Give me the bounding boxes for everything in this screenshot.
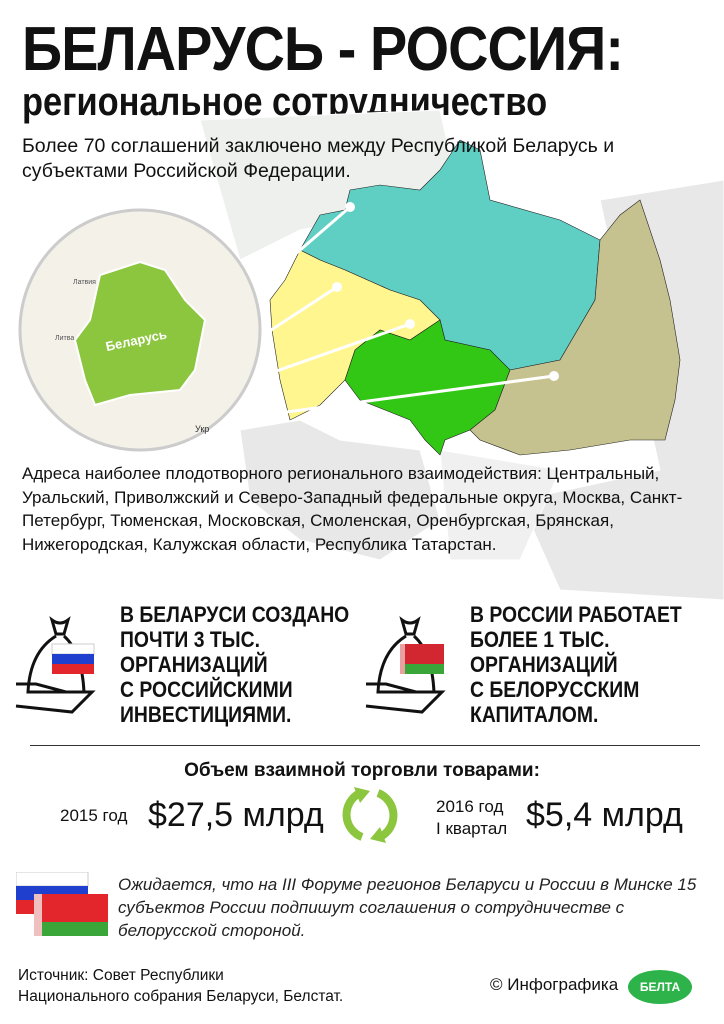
intro-text: Более 70 соглашений заключено между Респ…	[22, 135, 615, 182]
trade-2016-year: 2016 год	[436, 797, 504, 816]
forum-note: Ожидается, что на III Форуме регионов Бе…	[118, 875, 697, 940]
stat-russia-organizations: В РОССИИ РАБОТАЕТ БОЛЕЕ 1 ТЫС. ОРГАНИЗАЦИЙ…	[470, 602, 682, 727]
page-title: БЕЛАРУСЬ - РОССИЯ:	[22, 15, 624, 84]
trade-2016-value: $5,4 млрд	[526, 796, 683, 834]
source: Источник: Совет Республики Национального…	[18, 965, 343, 1007]
source-line: Источник: Совет Республики	[18, 967, 224, 984]
money-bag-belarus-flag-icon	[365, 616, 446, 714]
stat-line: ИНВЕСТИЦИЯМИ.	[120, 702, 292, 727]
flags-icon	[16, 872, 108, 936]
trade-2015-label: 2015 год	[60, 806, 128, 825]
map-points	[332, 202, 559, 381]
ukraine-label: Укр	[195, 424, 209, 434]
trade-2015-value: $27,5 млрд	[148, 796, 324, 834]
latvia-label: Латвия	[73, 279, 96, 286]
background-map	[199, 109, 724, 600]
trade-2016-quarter: I квартал	[436, 819, 508, 838]
regions-text: Адреса наиболее плодотворного региональн…	[22, 464, 683, 554]
map: Беларусь Латвия Литва Укр	[18, 109, 724, 600]
belta-logo: БЕЛТА	[628, 970, 692, 1004]
stat-line: С БЕЛОРУССКИМ	[470, 677, 640, 702]
lithuania-label: Литва	[55, 335, 74, 342]
belarus-shape	[73, 260, 207, 407]
stat-line: В РОССИИ РАБОТАЕТ	[470, 602, 682, 627]
stat-line: ОРГАНИЗАЦИЙ	[470, 652, 618, 677]
stat-line: БОЛЕЕ 1 ТЫС.	[470, 627, 610, 652]
divider	[30, 745, 700, 746]
region-ural	[469, 199, 681, 456]
source-line: Национального собрания Беларуси, Белстат…	[18, 988, 344, 1005]
trade-title: Объем взаимной торговли товарами:	[184, 760, 540, 781]
stat-line: ОРГАНИЗАЦИЙ	[120, 652, 268, 677]
copyright: © Инфографика	[490, 975, 619, 994]
stat-belarus-organizations: В БЕЛАРУСИ СОЗДАНО ПОЧТИ 3 ТЫС. ОРГАНИЗАЦИ…	[120, 602, 349, 727]
money-bag-russia-flag-icon	[15, 616, 96, 714]
stat-line: С РОССИЙСКИМИ	[120, 677, 293, 702]
stat-line: КАПИТАЛОМ.	[470, 702, 599, 727]
exchange-arrows-icon	[342, 787, 398, 843]
stat-line: В БЕЛАРУСИ СОЗДАНО	[120, 602, 350, 627]
stat-line: ПОЧТИ 3 ТЫС.	[120, 627, 260, 652]
